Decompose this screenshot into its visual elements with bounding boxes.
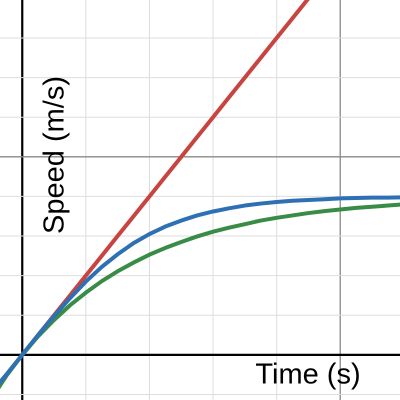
series-line [0, 202, 400, 390]
series-line [0, 195, 400, 386]
y-axis-label: Speed (m/s) [39, 76, 71, 234]
x-axis-label: Time (s) [255, 359, 360, 391]
